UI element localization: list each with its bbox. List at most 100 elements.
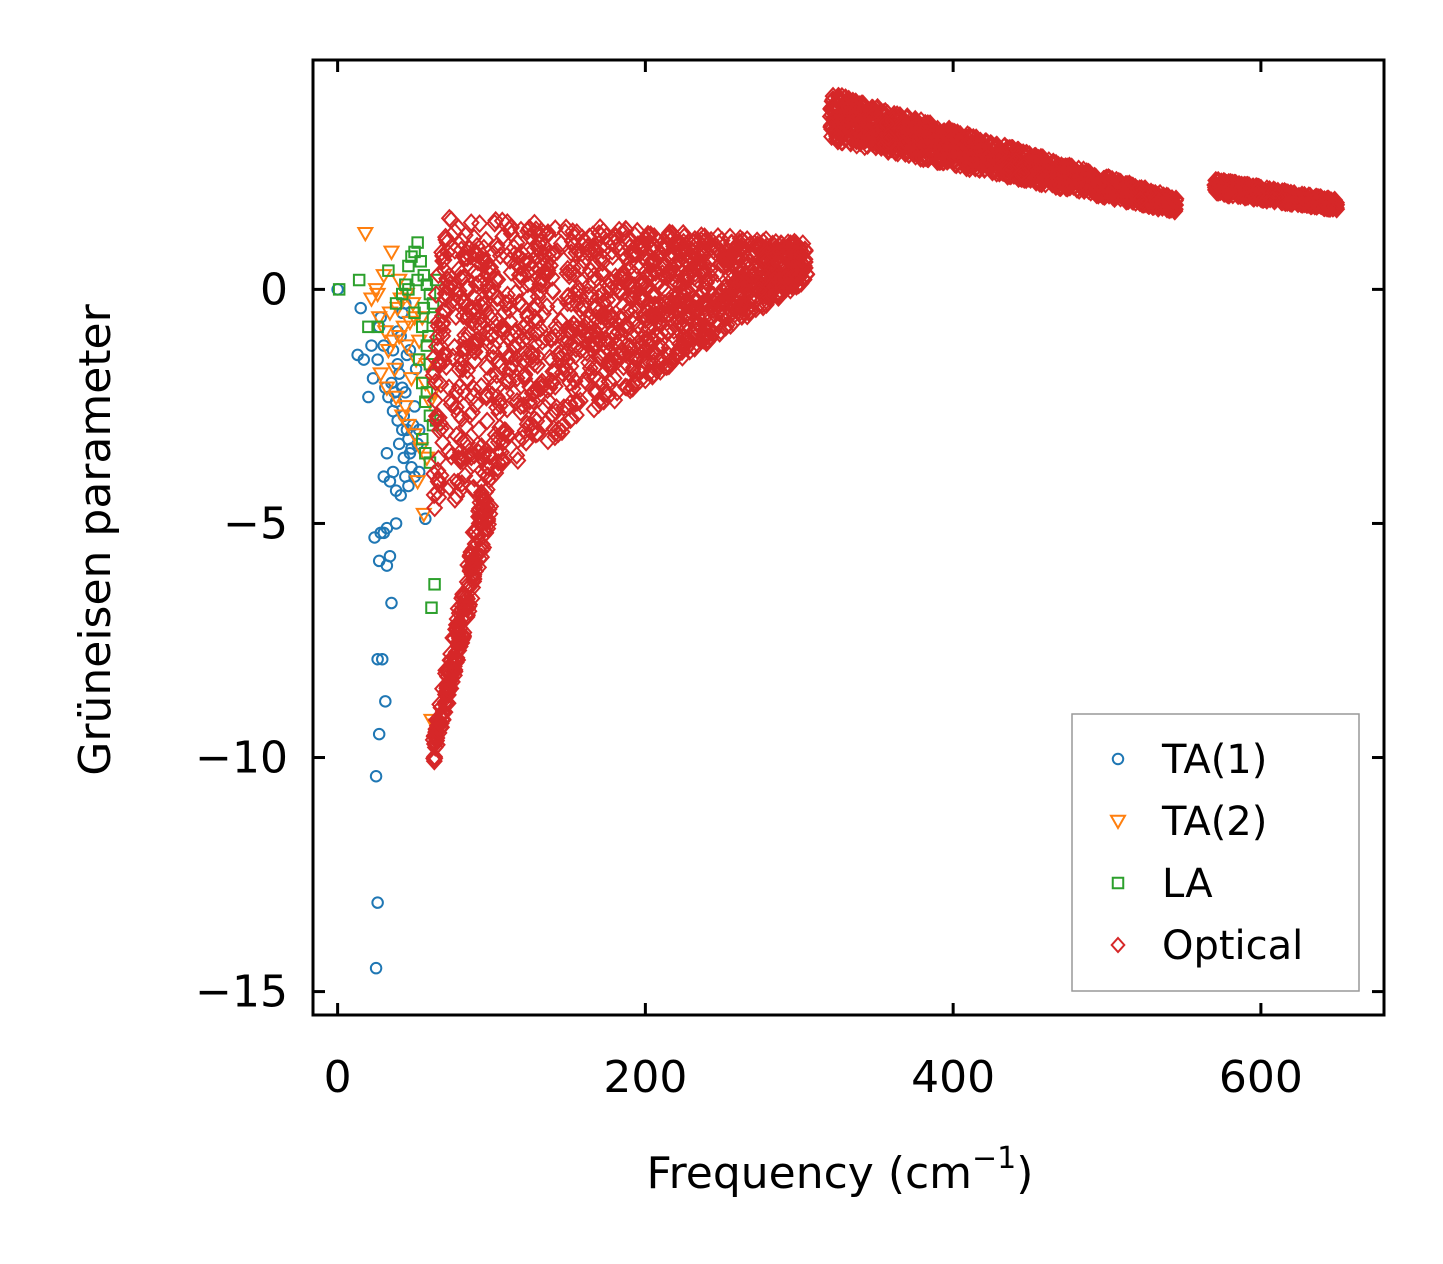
data-point — [715, 250, 733, 270]
data-point — [645, 295, 664, 315]
data-point — [939, 141, 958, 161]
data-point — [508, 368, 526, 388]
data-point — [575, 298, 593, 318]
data-point — [488, 397, 506, 417]
data-point — [438, 233, 456, 253]
data-point — [753, 270, 771, 290]
data-point — [425, 464, 443, 484]
x-axis-label-sup: −1 — [972, 1141, 1016, 1176]
data-point — [422, 329, 435, 343]
data-point — [709, 314, 727, 334]
data-point — [426, 390, 444, 410]
data-point — [539, 391, 558, 411]
data-point — [465, 228, 483, 248]
data-point — [444, 661, 462, 681]
data-point — [440, 441, 458, 461]
data-point — [514, 317, 532, 337]
data-point — [483, 283, 501, 303]
data-point — [414, 255, 427, 268]
data-point — [487, 210, 505, 230]
data-point — [958, 153, 976, 173]
data-point — [397, 451, 411, 465]
data-point — [1115, 179, 1133, 199]
data-point — [444, 347, 462, 367]
data-point — [332, 283, 346, 296]
data-point — [377, 470, 391, 483]
x-axis-label: Frequency (cm−1) — [647, 1141, 1034, 1199]
data-point — [651, 361, 669, 381]
data-point — [978, 148, 996, 168]
data-point — [450, 405, 468, 425]
data-point — [459, 306, 477, 326]
data-point — [365, 339, 378, 352]
x-tick-label: 600 — [1219, 1052, 1303, 1103]
data-point — [479, 457, 498, 477]
data-point — [963, 150, 981, 170]
data-point — [868, 99, 886, 119]
data-point — [570, 242, 588, 262]
data-point — [1037, 156, 1056, 176]
data-point — [755, 250, 773, 270]
data-point — [446, 661, 464, 681]
data-point — [603, 241, 621, 261]
data-point — [402, 372, 421, 388]
data-point — [491, 441, 509, 461]
data-point — [456, 330, 475, 350]
data-point — [519, 240, 537, 260]
data-point — [531, 274, 549, 294]
legend-label: TA(1) — [1161, 737, 1267, 783]
data-point — [455, 396, 473, 416]
data-point — [716, 246, 735, 266]
data-point — [429, 472, 447, 492]
data-point — [823, 127, 841, 147]
data-point — [420, 386, 434, 399]
data-point — [382, 245, 401, 261]
data-point — [764, 253, 782, 273]
data-point — [684, 289, 702, 309]
data-point — [1251, 185, 1269, 205]
data-point — [405, 428, 424, 444]
data-point — [992, 162, 1010, 182]
data-point — [548, 242, 566, 262]
data-point — [597, 329, 615, 349]
data-point — [521, 391, 539, 411]
data-point — [639, 224, 657, 244]
data-point — [879, 127, 897, 147]
data-point — [543, 350, 561, 370]
data-point — [849, 95, 867, 115]
data-point — [706, 235, 724, 255]
data-point — [746, 259, 764, 279]
data-point — [830, 87, 848, 107]
data-point — [472, 307, 490, 327]
data-point — [493, 211, 511, 231]
data-point — [622, 378, 640, 398]
data-point — [430, 712, 448, 732]
data-point — [607, 333, 625, 353]
data-point — [732, 274, 750, 294]
data-point — [973, 134, 991, 154]
data-point — [430, 408, 448, 428]
data-point — [432, 419, 450, 439]
data-point — [1080, 162, 1098, 182]
data-point — [371, 367, 390, 383]
data-point — [499, 347, 517, 367]
data-point — [568, 294, 586, 314]
data-point — [511, 264, 529, 284]
data-point — [636, 370, 654, 390]
data-point — [1293, 194, 1311, 214]
data-point — [764, 234, 782, 254]
data-point — [788, 265, 806, 285]
data-point — [827, 126, 846, 146]
data-point — [1151, 192, 1169, 212]
data-point — [945, 122, 964, 142]
data-point — [520, 220, 538, 240]
data-point — [716, 309, 734, 329]
data-point — [375, 652, 389, 666]
data-point — [566, 394, 584, 414]
data-point — [1107, 170, 1125, 190]
data-point — [446, 337, 464, 357]
data-point — [987, 136, 1005, 156]
data-point — [385, 362, 404, 378]
data-point — [411, 442, 430, 458]
data-point — [472, 315, 490, 335]
